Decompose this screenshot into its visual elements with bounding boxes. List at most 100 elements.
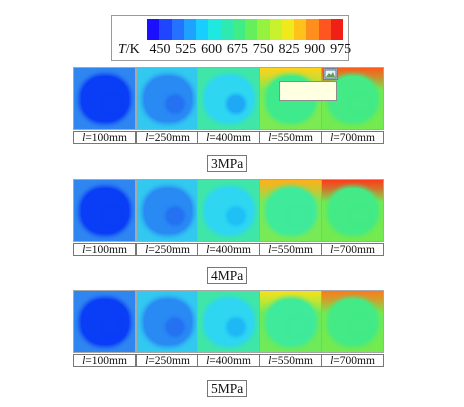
temperature-contour-map [197,179,260,242]
core-center-zone [166,318,183,335]
cross-section-core [204,298,253,345]
temperature-contour-map [136,179,199,242]
position-label: l=250mm [136,354,199,367]
color-scale-tick-label: 525 [175,42,197,57]
color-scale-step [171,19,184,40]
color-scale-legend: T/K 450 525 600 675 750 825 900 975 [111,15,352,61]
core-center-zone [351,95,368,112]
temperature-contour-map [259,179,322,242]
position-value: =700mm [333,132,375,144]
position-value: =400mm [209,244,251,256]
position-variable: l [330,355,334,367]
position-value: =550mm [271,355,313,367]
position-variable: l [330,244,334,256]
color-scale-step [183,19,196,40]
position-value: =250mm [148,132,190,144]
temperature-contour-map [321,290,384,353]
position-label: l=400mm [197,131,260,144]
cross-section-core [80,75,129,122]
cross-section-core [204,187,253,234]
temperature-contour-map [73,67,136,130]
position-variable: l [268,355,272,367]
cross-section-core [204,75,253,122]
position-value: =700mm [333,355,375,367]
position-value: =100mm [85,355,127,367]
position-variable: l [82,244,86,256]
position-variable: l [145,355,149,367]
color-scale-step [269,19,282,40]
position-label: l=550mm [259,354,322,367]
position-value: =100mm [85,244,127,256]
color-scale-tick-label: 675 [226,42,248,57]
position-variable: l [145,244,149,256]
color-scale-labels: T/K 450 525 600 675 750 825 900 975 [112,42,352,58]
color-scale-step [281,19,294,40]
position-variable: l [206,355,210,367]
temperature-contour-map [259,290,322,353]
temperature-contour-map [197,290,260,353]
temperature-contour-map [321,67,384,130]
position-variable: l [268,132,272,144]
position-value: =400mm [209,355,251,367]
color-scale-step [196,19,209,40]
core-center-zone [166,207,183,224]
temperature-contour-map [136,67,199,130]
color-scale-step [232,19,245,40]
cross-section-core [143,187,192,234]
color-scale-tick-label: 975 [330,42,352,57]
color-scale-step [245,19,258,40]
position-variable: l [82,355,86,367]
position-label: l=400mm [197,243,260,256]
position-value: =550mm [271,132,313,144]
position-label: l=100mm [73,354,136,367]
position-label: l=400mm [197,354,260,367]
core-center-zone [289,318,306,335]
color-scale-tick-label: 825 [278,42,300,57]
pressure-group-label: 3MPa [207,155,248,172]
cross-section-core [143,298,192,345]
cross-section-core [80,187,129,234]
position-value: =250mm [148,355,190,367]
position-value: =550mm [271,244,313,256]
position-variable: l [268,244,272,256]
core-center-zone [227,207,244,224]
color-scale-step [159,19,172,40]
color-scale-tick-label: 450 [149,42,171,57]
tooltip-popup [279,81,337,101]
core-center-zone [351,207,368,224]
color-scale-step [294,19,307,40]
position-variable: l [206,244,210,256]
core-center-zone [289,207,306,224]
core-center-zone [103,207,120,224]
color-scale-tick-label: 900 [304,42,326,57]
cross-section-core [143,75,192,122]
core-center-zone [227,95,244,112]
color-scale-step [257,19,270,40]
temperature-contour-map [197,67,260,130]
position-value: =100mm [85,132,127,144]
color-scale-step [318,19,331,40]
color-scale-tick-label: 600 [201,42,223,57]
position-label: l=100mm [73,243,136,256]
core-center-zone [351,318,368,335]
position-variable: l [82,132,86,144]
color-scale-step [220,19,233,40]
core-center-zone [103,318,120,335]
position-variable: l [330,132,334,144]
temperature-contour-map [73,179,136,242]
pressure-group-label: 4MPa [207,267,248,284]
position-label: l=550mm [259,131,322,144]
color-scale-bar [147,19,343,40]
image-frame-icon[interactable] [323,68,338,80]
cross-section-core [328,187,377,234]
position-variable: l [206,132,210,144]
core-center-zone [227,318,244,335]
position-label: l=700mm [321,131,384,144]
position-value: =250mm [148,244,190,256]
cross-section-core [80,298,129,345]
position-label: l=100mm [73,131,136,144]
core-center-zone [103,95,120,112]
color-scale-tick-label: 750 [252,42,274,57]
position-label: l=250mm [136,243,199,256]
